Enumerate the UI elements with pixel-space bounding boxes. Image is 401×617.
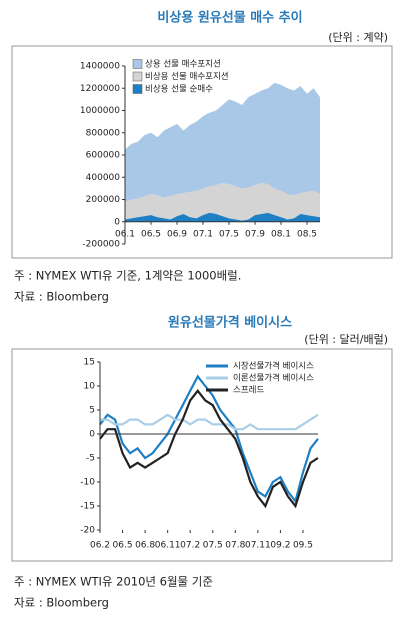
- x-tick-label: 06.5: [141, 230, 161, 240]
- x-tick-label: 06.1: [115, 230, 135, 240]
- y-tick-label: 0: [89, 430, 95, 440]
- y-tick-label: -5: [86, 454, 95, 464]
- x-tick-label: 07.8: [225, 541, 245, 551]
- source-note: 주 : NYMEX WTI유 기준, 1계약은 1000배럴.: [14, 269, 241, 283]
- source-note: 자료 : Bloomberg: [14, 596, 109, 610]
- y-tick-label: 800000: [86, 128, 121, 138]
- x-tick-label: 06.2: [90, 541, 110, 551]
- y-tick-label: -200000: [82, 240, 120, 250]
- legend-label: 비상용 선물 매수포지션: [145, 71, 229, 82]
- legend-swatch: [132, 59, 143, 69]
- y-tick-label: 1200000: [80, 84, 120, 94]
- y-tick-label: 200000: [86, 195, 121, 205]
- unit-label: (단위 : 달러/배럴): [304, 333, 388, 346]
- x-tick-label: 09.2: [270, 541, 290, 551]
- y-tick-label: 600000: [86, 151, 121, 161]
- source-note: 주 : NYMEX WTI유 2010년 6월물 기준: [14, 575, 213, 589]
- y-tick-label: 10: [84, 382, 96, 392]
- legend-swatch: [132, 71, 143, 82]
- x-tick-label: 08.5: [297, 230, 317, 240]
- x-tick-label: 07.5: [219, 230, 239, 240]
- area: [125, 182, 320, 222]
- y-tick-label: 0: [114, 217, 120, 227]
- x-tick-label: 07.5: [203, 541, 223, 551]
- x-tick-label: 06.11: [155, 541, 181, 551]
- x-tick-label: 07.1: [193, 230, 213, 240]
- source-note: 자료 : Bloomberg: [14, 290, 109, 304]
- x-tick-label: 06.8: [135, 541, 155, 551]
- y-tick-label: 1000000: [80, 106, 120, 116]
- chart-title: 원유선물가격 베이시스: [168, 315, 292, 331]
- y-tick-label: -20: [80, 526, 95, 536]
- legend-label: 이론선물가격 베이시스: [233, 373, 314, 384]
- unit-label: (단위 : 계약): [328, 30, 388, 44]
- y-tick-label: -15: [80, 502, 95, 512]
- y-tick-label: 15: [84, 358, 95, 368]
- chart-frame: [11, 348, 393, 562]
- line: [100, 413, 319, 431]
- legend-label: 시장선물가격 베이시스: [233, 361, 314, 372]
- chart-title: 비상용 원유선물 매수 추이: [157, 10, 302, 26]
- x-tick-label: 07.2: [180, 541, 200, 551]
- x-tick-label: 08.1: [271, 230, 291, 240]
- line: [99, 374, 319, 504]
- x-tick-label: 09.5: [293, 541, 313, 551]
- legend-label: 스프레드: [233, 386, 264, 396]
- line: [99, 389, 319, 509]
- x-tick-label: 07.9: [245, 230, 265, 240]
- y-tick-label: 1400000: [80, 62, 120, 72]
- y-tick-label: 400000: [86, 173, 121, 183]
- y-tick-label: 5: [89, 406, 95, 416]
- y-tick-label: -10: [80, 478, 95, 488]
- legend-label: 비상용 선물 순매수: [145, 84, 213, 95]
- x-tick-label: 06.5: [113, 541, 133, 551]
- x-tick-label: 07.11: [245, 541, 271, 551]
- x-tick-label: 06.9: [167, 230, 187, 240]
- area: [125, 212, 320, 222]
- chart-frame: [11, 45, 393, 259]
- legend-swatch: [132, 84, 143, 94]
- legend-label: 상용 선물 매수포지션: [145, 59, 221, 70]
